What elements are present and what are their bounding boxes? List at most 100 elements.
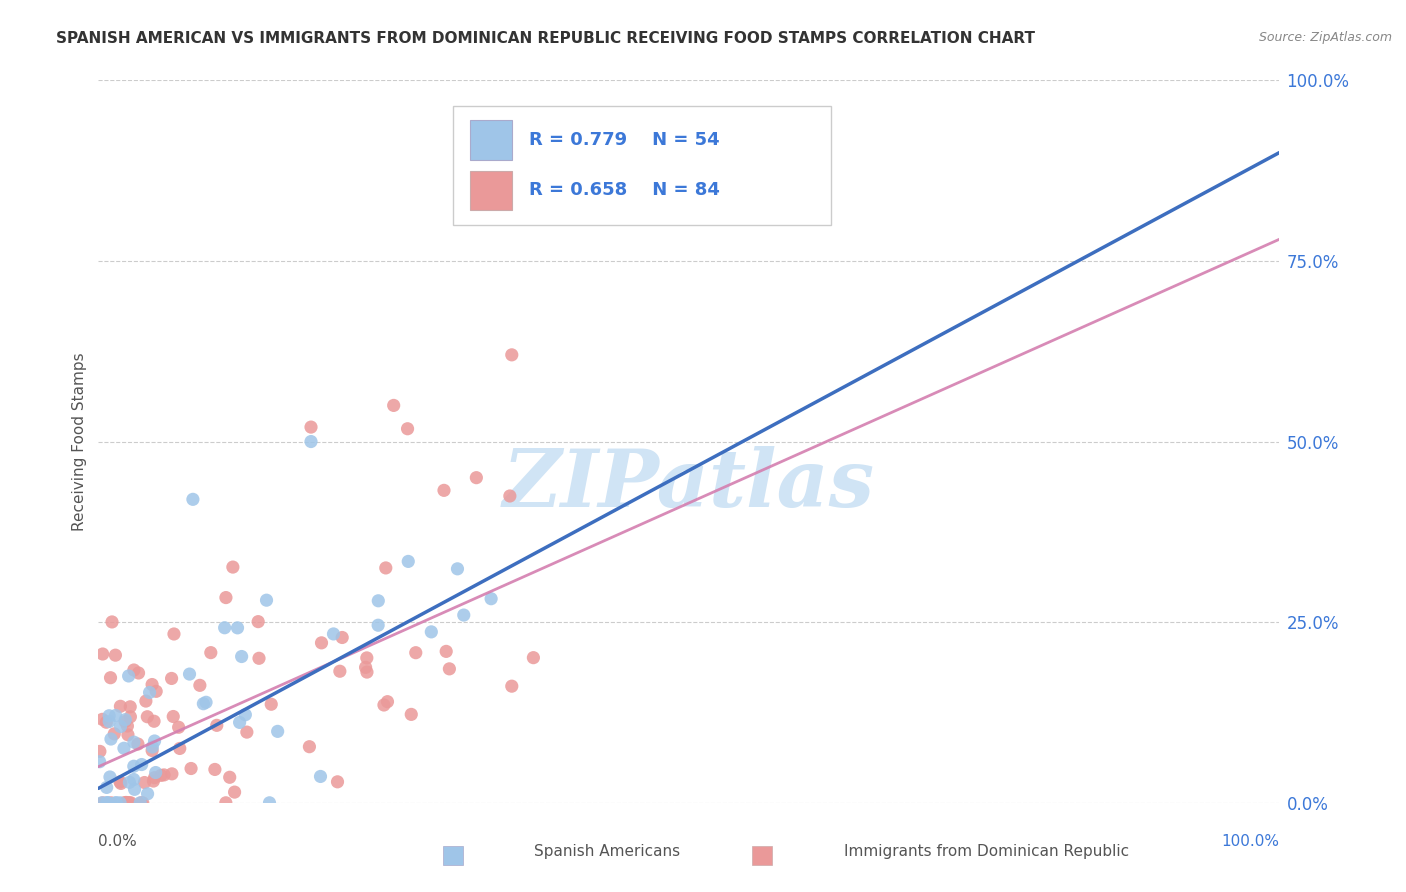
Text: ZIPatlas: ZIPatlas xyxy=(503,446,875,524)
Point xyxy=(131,757,153,772)
Point xyxy=(204,763,226,777)
Point xyxy=(322,627,344,641)
Point xyxy=(266,724,288,739)
Point xyxy=(235,707,257,722)
Point xyxy=(124,782,146,797)
Point xyxy=(120,699,142,714)
Point xyxy=(96,780,118,795)
Point xyxy=(127,737,149,751)
Point xyxy=(367,618,389,632)
Point xyxy=(118,796,141,810)
Point xyxy=(91,796,114,810)
Point xyxy=(108,796,131,810)
Point xyxy=(122,759,145,773)
Point xyxy=(167,720,190,734)
Point xyxy=(231,649,253,664)
Point xyxy=(143,771,166,785)
Point xyxy=(112,741,135,756)
Point xyxy=(405,646,427,660)
Point xyxy=(396,554,419,568)
Point xyxy=(104,648,127,662)
Point xyxy=(136,787,159,801)
Point xyxy=(132,796,155,810)
Text: Source: ZipAtlas.com: Source: ZipAtlas.com xyxy=(1258,31,1392,45)
Point xyxy=(110,776,132,790)
Point xyxy=(90,796,112,810)
Point xyxy=(218,770,240,784)
Y-axis label: Receiving Food Stamps: Receiving Food Stamps xyxy=(72,352,87,531)
Point xyxy=(181,492,204,507)
Point xyxy=(465,471,488,485)
Point xyxy=(373,698,395,712)
Point xyxy=(115,796,138,810)
Point xyxy=(356,651,378,665)
Point xyxy=(311,636,333,650)
Point xyxy=(145,684,167,698)
Point xyxy=(100,731,122,746)
Point xyxy=(135,694,157,708)
Point xyxy=(98,714,121,729)
Point xyxy=(100,796,122,810)
Point xyxy=(299,434,322,449)
Point xyxy=(180,762,202,776)
Point xyxy=(309,769,332,783)
Point xyxy=(382,398,405,412)
Point xyxy=(401,707,423,722)
Point xyxy=(138,685,160,699)
Point xyxy=(143,714,166,729)
Text: Immigrants from Dominican Republic: Immigrants from Dominican Republic xyxy=(844,845,1129,859)
Point xyxy=(114,714,136,729)
Point xyxy=(169,741,191,756)
Point xyxy=(112,796,135,810)
Point xyxy=(193,697,215,711)
Point xyxy=(96,796,118,810)
Point xyxy=(205,718,228,732)
Point xyxy=(434,644,457,658)
Point xyxy=(103,727,125,741)
Point xyxy=(326,774,349,789)
Point xyxy=(122,663,145,677)
Text: SPANISH AMERICAN VS IMMIGRANTS FROM DOMINICAN REPUBLIC RECEIVING FOOD STAMPS COR: SPANISH AMERICAN VS IMMIGRANTS FROM DOMI… xyxy=(56,31,1035,46)
Point xyxy=(120,796,142,810)
Point xyxy=(374,561,396,575)
Point xyxy=(222,560,245,574)
Point xyxy=(259,796,281,810)
Point xyxy=(160,767,183,781)
Point xyxy=(260,698,283,712)
Point xyxy=(89,755,111,769)
Point xyxy=(117,728,139,742)
Point xyxy=(439,662,461,676)
Point xyxy=(299,420,322,434)
Point xyxy=(522,650,544,665)
Point xyxy=(162,709,184,723)
Point xyxy=(136,710,159,724)
Point xyxy=(479,591,502,606)
Point xyxy=(215,796,238,810)
Point xyxy=(91,647,114,661)
Point xyxy=(141,739,163,754)
Point xyxy=(247,615,270,629)
Point xyxy=(141,743,163,757)
Point xyxy=(98,708,121,723)
Point xyxy=(108,775,131,789)
Point xyxy=(105,796,128,810)
Point xyxy=(118,775,141,789)
Point xyxy=(420,624,443,639)
Point xyxy=(195,695,218,709)
Bar xyxy=(471,120,512,160)
Point xyxy=(122,735,145,749)
Point xyxy=(96,715,118,730)
Text: R = 0.779    N = 54: R = 0.779 N = 54 xyxy=(530,131,720,149)
Point xyxy=(89,744,111,758)
Point xyxy=(446,562,468,576)
Point xyxy=(110,719,132,733)
Point xyxy=(160,672,183,686)
Point xyxy=(117,796,139,810)
Point xyxy=(354,660,377,674)
Point xyxy=(236,725,259,739)
Text: 100.0%: 100.0% xyxy=(1222,834,1279,849)
Point xyxy=(179,667,201,681)
Point xyxy=(122,772,145,787)
Point xyxy=(226,621,249,635)
Point xyxy=(501,679,523,693)
